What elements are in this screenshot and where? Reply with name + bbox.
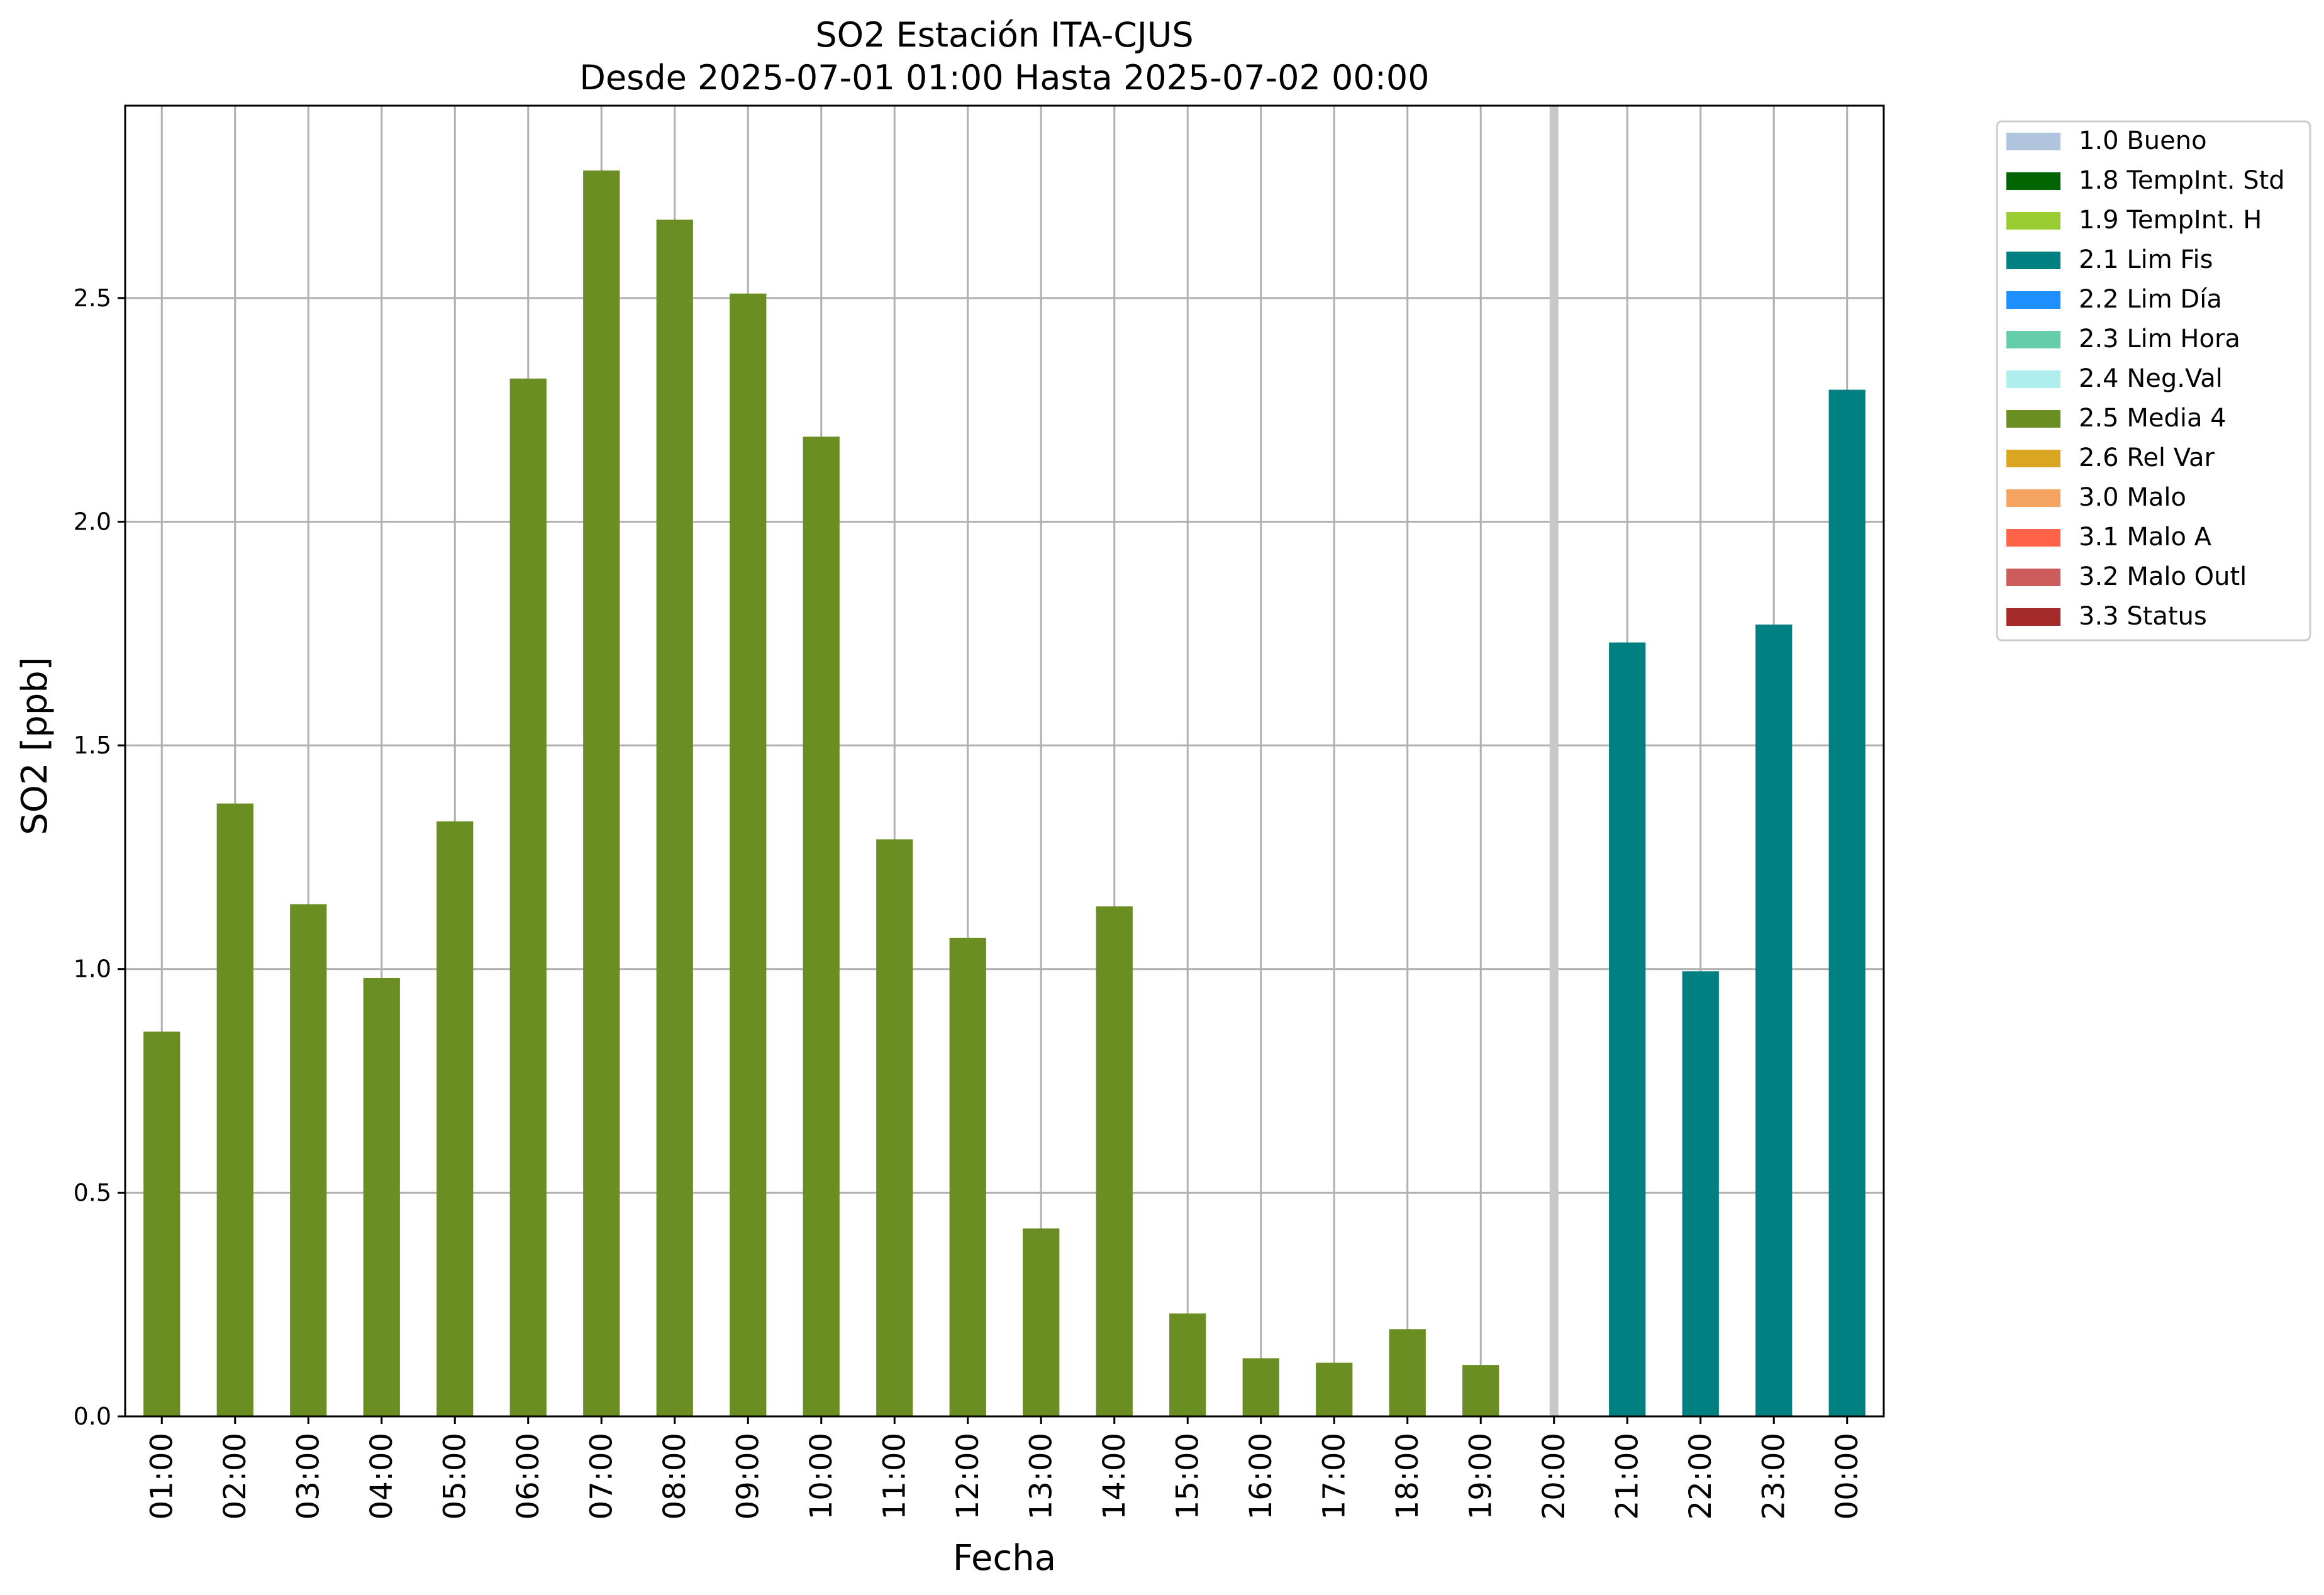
legend: 1.0 Bueno 1.8 TempInt. Std 1.9 TempInt. H 2… [1996,120,2311,642]
x-tick-label: 14:00 [1097,1433,1132,1520]
x-tick-label: 16:00 [1243,1433,1279,1520]
bar [949,937,986,1416]
plot-frame [124,104,1885,1418]
x-tick-label: 17:00 [1316,1433,1352,1520]
legend-swatch [2006,529,2060,547]
x-tick-label: 06:00 [511,1433,546,1520]
legend-label: 2.3 Lim Hora [2079,325,2240,353]
bar [1242,1358,1279,1416]
bar [803,436,840,1416]
y-tick-label: 1.5 [74,731,111,759]
legend-label: 2.2 Lim Día [2079,285,2222,314]
bar [143,1031,181,1416]
y-tick-label: 2.5 [74,284,111,312]
x-tick-label: 21:00 [1610,1433,1645,1520]
y-ticks: 0.0 0.5 1.0 1.5 2.0 2.5 [74,284,125,1430]
y-tick-label: 2.0 [74,508,111,535]
bar [1169,1313,1206,1416]
bar [509,378,547,1416]
legend-label: 2.6 Rel Var [2079,443,2215,472]
bar [1462,1365,1499,1416]
x-tick-label: 08:00 [657,1433,692,1520]
bar [1755,625,1793,1416]
legend-swatch [2006,252,2060,269]
x-tick-label: 03:00 [291,1433,326,1520]
legend-label: 3.0 Malo [2079,483,2186,512]
x-tick-label: 02:00 [218,1433,253,1520]
y-tick-label: 1.0 [74,955,111,983]
x-tick-label: 11:00 [877,1433,912,1520]
x-tick-label: 04:00 [364,1433,399,1520]
legend-label: 1.9 TempInt. H [2079,206,2262,235]
x-tick-label: 15:00 [1170,1433,1205,1520]
y-axis-label: SO2 [ppb] [14,657,55,835]
x-tick-label: 18:00 [1390,1433,1425,1520]
bar [730,293,767,1417]
bar [876,839,913,1416]
bar [656,220,693,1416]
x-ticks: 01:00 02:00 03:00 04:00 05:00 06:00 07:00 08:00… [144,1416,1865,1520]
bar [436,821,474,1416]
legend-swatch [2006,291,2060,309]
x-tick-label: 20:00 [1537,1433,1572,1520]
legend-swatch [2006,172,2060,190]
missing-data-markers [1549,106,1559,1416]
x-tick-label: 23:00 [1756,1433,1791,1520]
legend-label: 1.8 TempInt. Std [2079,166,2285,195]
bar [290,904,327,1416]
x-axis-label: Fecha [953,1538,1056,1579]
legend-label: 1.0 Bueno [2079,126,2207,155]
x-tick-label: 07:00 [584,1433,619,1520]
x-tick-label: 01:00 [144,1433,179,1520]
legend-label: 3.3 Status [2079,602,2207,631]
bar [1828,389,1865,1416]
legend-swatch [2006,410,2060,428]
bar [583,170,620,1417]
bar [216,803,253,1416]
legend-swatch [2006,489,2060,507]
x-tick-label: 22:00 [1683,1433,1718,1520]
chart-title: SO2 Estación ITA-CJUS [815,15,1193,55]
legend-swatch [2006,212,2060,230]
chart-subtitle: Desde 2025-07-01 01:00 Hasta 2025-07-02 … [579,58,1429,97]
y-tick-label: 0.0 [74,1403,111,1430]
bar [1389,1329,1426,1416]
x-tick-label: 12:00 [950,1433,986,1520]
bar [1609,642,1646,1416]
x-tick-label: 09:00 [730,1433,765,1520]
bars [143,170,1865,1417]
bar [363,977,400,1416]
bar [1316,1362,1353,1416]
legend-label: 2.1 Lim Fis [2079,245,2213,274]
legend-swatch [2006,133,2060,150]
x-tick-label: 10:00 [804,1433,839,1520]
legend-label: 2.5 Media 4 [2079,404,2227,433]
legend-swatch [2006,331,2060,348]
x-tick-label: 19:00 [1463,1433,1498,1520]
x-tick-label: 00:00 [1830,1433,1865,1520]
legend-label: 3.2 Malo Outl [2079,562,2247,591]
x-tick-label: 13:00 [1023,1433,1059,1520]
legend-label: 3.1 Malo A [2079,523,2212,552]
legend-swatch [2006,370,2060,388]
legend-swatch [2006,569,2060,586]
x-tick-label: 05:00 [437,1433,472,1520]
bar [1682,971,1719,1416]
legend-swatch [2006,450,2060,467]
bar [1096,906,1133,1416]
missing-data-marker [1549,106,1559,1416]
legend-swatch [2006,608,2060,626]
legend-frame [1996,120,2311,642]
bar [1023,1228,1060,1416]
legend-label: 2.4 Neg.Val [2079,364,2223,393]
y-tick-label: 0.5 [74,1179,111,1206]
